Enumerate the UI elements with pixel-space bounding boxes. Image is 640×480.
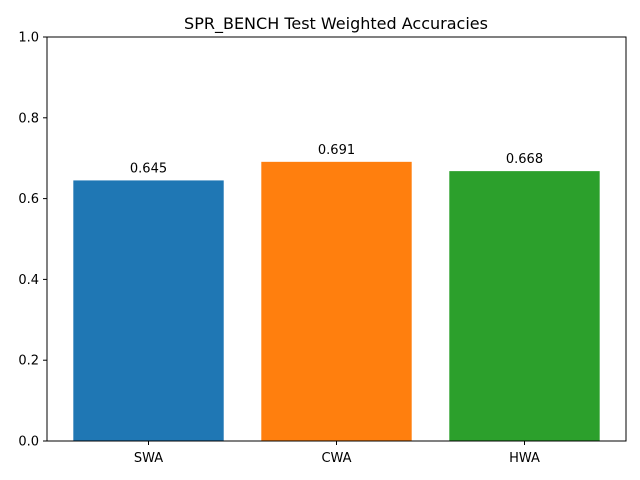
data-label-swa: 0.645 (130, 161, 167, 176)
chart-title: SPR_BENCH Test Weighted Accuracies (184, 14, 488, 34)
y-tick-label: 0.6 (18, 192, 39, 207)
x-tick-label-swa: SWA (134, 451, 163, 466)
bars-layer (73, 161, 600, 442)
y-tick-label: 0.4 (18, 273, 39, 288)
data-label-hwa: 0.668 (506, 152, 543, 167)
x-tick-label-cwa: CWA (321, 451, 351, 466)
bar-hwa (449, 171, 600, 442)
y-tick-label: 1.0 (18, 31, 39, 46)
bar-swa (73, 180, 224, 442)
x-tick-label-hwa: HWA (509, 451, 540, 466)
y-tick-label: 0.2 (18, 354, 39, 369)
bar-cwa (261, 161, 412, 441)
x-axis: SWA CWA HWA (134, 441, 540, 466)
y-tick-label: 0.8 (18, 111, 39, 126)
y-tick-label: 0.0 (18, 435, 39, 450)
data-label-cwa: 0.691 (318, 143, 355, 158)
y-axis: 0.0 0.2 0.4 0.6 0.8 1.0 (18, 31, 47, 450)
data-labels-layer: 0.645 0.691 0.668 (130, 143, 543, 177)
plot-area-frame (46, 36, 627, 442)
